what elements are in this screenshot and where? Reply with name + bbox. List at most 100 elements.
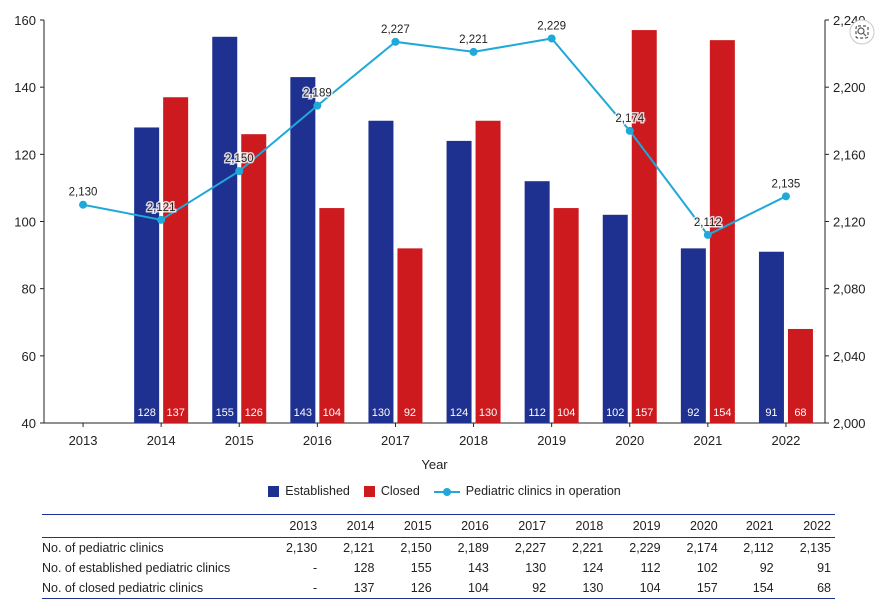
table-cell: - <box>313 581 318 595</box>
y-right-tick-label: 2,200 <box>833 80 866 95</box>
bar-established-label: 92 <box>687 407 699 419</box>
operation-point <box>313 101 322 110</box>
row-label: No. of established pediatric clinics <box>42 561 231 575</box>
bar-established <box>368 120 394 423</box>
y-right-tick-label: 2,080 <box>833 282 866 297</box>
y-left-tick-label: 60 <box>22 349 36 364</box>
x-tick-label: 2015 <box>225 433 254 448</box>
operation-point <box>781 192 790 201</box>
y-right-tick-label: 2,000 <box>833 416 866 431</box>
x-tick-label: 2017 <box>381 433 410 448</box>
operation-point-label: 2,121 <box>147 202 176 214</box>
bar-established-label: 124 <box>450 407 468 419</box>
legend-item-established: Established <box>268 484 350 498</box>
table-cell: 112 <box>640 561 661 575</box>
bar-closed-label: 126 <box>245 407 263 419</box>
table-header-row: 2013 2014 2015 2016 2017 2018 2019 2020 … <box>42 514 835 538</box>
bar-established-label: 155 <box>216 407 234 419</box>
table-header-year: 2013 <box>289 519 318 533</box>
table-cell: 2,221 <box>572 541 604 555</box>
x-tick-label: 2013 <box>69 433 98 448</box>
table-cell: 2,229 <box>629 541 661 555</box>
operation-point <box>625 126 634 135</box>
x-tick-label: 2020 <box>615 433 644 448</box>
image-search-icon-lens <box>857 27 865 35</box>
bar-closed-label: 157 <box>635 407 653 419</box>
table-row: No. of closed pediatric clinics - 137 12… <box>42 578 835 599</box>
x-tick-label: 2016 <box>303 433 332 448</box>
legend-item-operation: Pediatric clinics in operation <box>433 484 621 498</box>
table-cell: 155 <box>410 561 432 575</box>
bar-closed <box>163 97 189 423</box>
operation-point-label: 2,221 <box>459 34 488 46</box>
bar-closed <box>787 328 813 423</box>
legend-label-closed: Closed <box>380 484 420 498</box>
table-header-year: 2021 <box>745 519 774 533</box>
bar-closed-label: 154 <box>713 407 731 419</box>
operation-point <box>469 47 478 56</box>
image-search-icon-handle <box>863 33 867 37</box>
table-cell: 128 <box>353 561 375 575</box>
x-tick-label: 2018 <box>459 433 488 448</box>
chart-legend: Established Closed Pediatric clinics in … <box>0 484 889 498</box>
bar-closed <box>631 30 657 423</box>
y-left-tick-label: 160 <box>14 13 36 28</box>
operation-point <box>157 215 166 224</box>
bar-established-label: 91 <box>765 407 777 419</box>
y-right-tick-label: 2,160 <box>833 147 866 162</box>
table-cell: 2,227 <box>514 541 547 555</box>
bar-established <box>680 248 706 423</box>
operation-point <box>391 37 400 46</box>
table-cell: 92 <box>532 581 547 595</box>
bar-established-label: 143 <box>294 407 312 419</box>
table-cell: 102 <box>696 561 718 575</box>
y-left-tick-label: 100 <box>14 215 36 230</box>
table-cell: 2,174 <box>686 541 718 555</box>
bar-established <box>134 127 160 423</box>
table-cell: - <box>313 561 318 575</box>
operation-point-label: 2,150 <box>225 153 254 165</box>
bar-closed-label: 68 <box>794 407 806 419</box>
bar-closed <box>397 248 423 423</box>
table-cell: 104 <box>468 581 489 595</box>
table-cell: 68 <box>817 581 831 595</box>
data-table: 2013 2014 2015 2016 2017 2018 2019 2020 … <box>42 514 835 599</box>
bar-closed <box>241 134 267 423</box>
operation-point-label: 2,135 <box>772 178 801 190</box>
operation-point-label: 2,112 <box>694 217 722 229</box>
y-right-tick-label: 2,120 <box>833 215 866 230</box>
table-header-year: 2018 <box>575 519 604 533</box>
operation-point <box>79 200 88 209</box>
table-cell: 2,130 <box>285 541 318 555</box>
table-header-year: 2015 <box>403 519 432 533</box>
legend-swatch-operation <box>433 486 460 497</box>
bar-established <box>446 140 472 423</box>
table-row: No. of established pediatric clinics - 1… <box>42 558 835 578</box>
y-right-tick-label: 2,040 <box>833 349 866 364</box>
table-header-blank <box>42 515 264 538</box>
bar-closed <box>319 208 345 423</box>
table-cell: 2,112 <box>743 541 774 555</box>
table-cell: 124 <box>582 561 604 575</box>
image-search-icon-frame <box>855 25 869 39</box>
table-cell: 126 <box>410 581 432 595</box>
table-row: No. of pediatric clinics 2,130 2,121 2,1… <box>42 538 835 559</box>
operation-point-label: 2,130 <box>69 187 98 199</box>
table-header-year: 2014 <box>346 519 375 533</box>
operation-point <box>547 34 556 43</box>
table-header-year: 2019 <box>632 519 661 533</box>
operation-point-label: 2,174 <box>615 113 644 125</box>
y-left-tick-label: 140 <box>14 80 36 95</box>
table-cell: 2,189 <box>457 541 489 555</box>
bar-established <box>758 251 784 423</box>
operation-point <box>703 230 712 239</box>
table-cell: 143 <box>468 561 489 575</box>
y-left-tick-label: 80 <box>22 282 36 297</box>
bar-closed-label: 137 <box>166 407 184 419</box>
table-cell: 2,135 <box>799 541 831 555</box>
legend-label-operation: Pediatric clinics in operation <box>465 484 621 498</box>
bar-established <box>290 77 316 423</box>
bar-established-label: 130 <box>372 407 390 419</box>
table-cell: 137 <box>353 581 375 595</box>
